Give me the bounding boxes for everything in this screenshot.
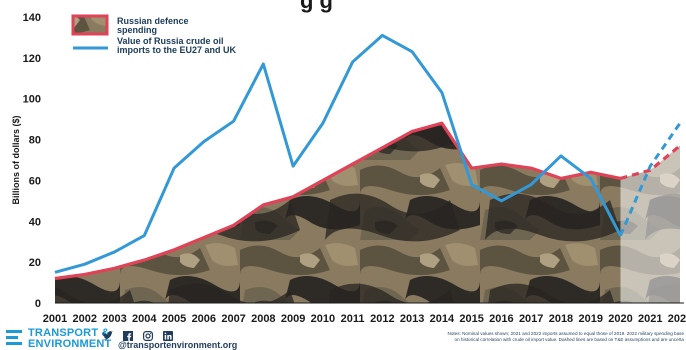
logo-mark-icon xyxy=(6,330,22,345)
x-tick-label: 2002 xyxy=(73,313,97,325)
social-links xyxy=(102,330,173,341)
chart-notes: Notes: Nominal values shown; 2021 and 20… xyxy=(410,331,684,347)
x-tick-label: 2021 xyxy=(638,313,662,325)
x-tick-label: 2001 xyxy=(43,313,67,325)
y-tick-label: 80 xyxy=(29,135,41,147)
legend-label-defence: Russian defence spending xyxy=(117,16,189,35)
oil-imports-line xyxy=(54,33,622,274)
notes-line-2: on historical correlation with crude oil… xyxy=(454,337,684,342)
y-tick-label: 0 xyxy=(35,298,41,310)
series-lines xyxy=(54,33,682,281)
projection-shading xyxy=(620,123,680,303)
x-tick-label: 2005 xyxy=(162,313,186,325)
x-tick-label: 2010 xyxy=(311,313,335,325)
y-tick-label: 60 xyxy=(29,175,41,187)
y-tick-label: 40 xyxy=(29,216,41,228)
logo-line-2: ENVIRONMENT xyxy=(28,338,112,350)
facebook-icon[interactable] xyxy=(122,330,133,341)
y-tick-label: 100 xyxy=(23,94,41,106)
defence-spending-projection xyxy=(620,144,682,180)
legend-label-oil: Value of Russia crude oil imports to the … xyxy=(117,36,237,55)
legend-swatch-defence xyxy=(71,14,109,36)
brand-logo[interactable]: TRANSPORT & ENVIRONMENT xyxy=(6,328,111,350)
x-tick-label: 2016 xyxy=(489,313,513,325)
defence-spending-line xyxy=(54,121,621,281)
x-tick-label: 2011 xyxy=(341,313,365,325)
x-tick-label: 2009 xyxy=(281,313,305,325)
oil-imports-projection xyxy=(619,122,682,237)
linkedin-icon[interactable] xyxy=(162,330,173,341)
y-axis: 0 20 40 60 80 100 120 140 xyxy=(23,12,41,310)
notes-line-1: Notes: Nominal values shown; 2021 and 20… xyxy=(447,331,684,336)
x-tick-label: 2018 xyxy=(549,313,573,325)
x-tick-label: 2004 xyxy=(132,313,157,325)
chart-title-fragment: g g xyxy=(300,0,333,13)
x-tick-label: 2013 xyxy=(400,313,424,325)
instagram-icon[interactable] xyxy=(142,330,153,341)
x-tick-label: 2020 xyxy=(608,313,632,325)
twitter-icon[interactable] xyxy=(102,330,113,341)
x-tick-label: 2012 xyxy=(370,313,394,325)
x-tick-label: 2007 xyxy=(221,313,245,325)
y-axis-label: Billions of dollars ($) xyxy=(11,115,21,204)
x-tick-label: 2022 xyxy=(668,313,686,325)
x-tick-label: 2008 xyxy=(251,313,275,325)
y-tick-label: 140 xyxy=(23,12,41,24)
x-tick-label: 2014 xyxy=(430,313,455,325)
x-tick-label: 2017 xyxy=(519,313,543,325)
y-tick-label: 120 xyxy=(23,53,41,65)
logo-line-1: TRANSPORT & xyxy=(28,327,110,339)
y-tick-label: 20 xyxy=(29,257,41,269)
footer-handle[interactable]: @transportenvironment.org xyxy=(118,340,238,350)
x-tick-label: 2015 xyxy=(459,313,483,325)
x-tick-label: 2019 xyxy=(578,313,602,325)
x-axis: 2001 2002 2003 2004 2005 2006 2007 2008 2009 2010… xyxy=(43,313,686,325)
x-tick-label: 2006 xyxy=(192,313,216,325)
x-tick-label: 2003 xyxy=(102,313,126,325)
legend: Russian defence spending Value of Russia … xyxy=(71,14,237,55)
